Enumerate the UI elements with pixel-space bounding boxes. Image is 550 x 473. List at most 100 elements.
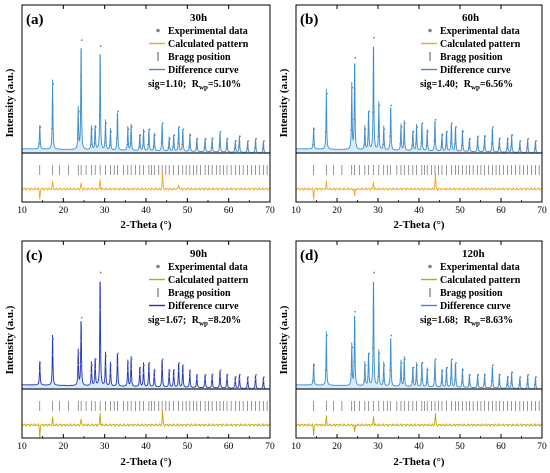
experimental-point	[80, 75, 83, 78]
x-tick-label: 10	[17, 206, 27, 216]
x-tick-label: 20	[59, 206, 69, 216]
plot-area	[296, 36, 542, 200]
experimental-point	[371, 111, 374, 114]
experimental-point	[518, 144, 521, 146]
experimental-point	[178, 125, 181, 128]
experimental-point	[440, 145, 443, 148]
experimental-point	[142, 144, 144, 147]
fit-rwp-value: =6.56%	[480, 79, 513, 90]
fit-sig: sig=1.10;	[148, 79, 189, 90]
experimental-point	[130, 358, 133, 361]
experimental-point	[441, 376, 443, 378]
experimental-point	[377, 135, 380, 138]
experimental-point	[363, 379, 366, 382]
experimental-point	[98, 346, 101, 349]
experimental-point	[138, 140, 141, 142]
experimental-point	[324, 131, 327, 133]
legend-entry: Calculated pattern	[440, 39, 521, 50]
experimental-point	[117, 352, 119, 355]
experimental-point	[204, 373, 207, 376]
experimental-point	[138, 380, 141, 383]
experimental-point	[389, 135, 392, 138]
experimental-point	[490, 379, 493, 382]
experimental-point	[411, 137, 414, 140]
experimental-point	[77, 352, 80, 355]
legend: 120h Experimental data Calculated pattern B…	[421, 248, 521, 312]
experimental-point	[420, 141, 423, 144]
experimental-point	[434, 358, 437, 361]
x-tick-label: 40	[141, 206, 151, 216]
experimental-point	[226, 142, 228, 145]
experimental-point	[506, 142, 509, 145]
experimental-point	[497, 147, 500, 149]
experimental-point	[218, 144, 221, 147]
calculated-pattern-line	[296, 281, 542, 390]
experimental-point	[152, 145, 155, 148]
experimental-point	[353, 335, 356, 338]
x-tick-label: 70	[537, 206, 547, 216]
experimental-point	[105, 122, 107, 125]
experimental-point	[168, 376, 171, 378]
experimental-point	[499, 373, 501, 376]
experimental-point	[450, 132, 453, 134]
experimental-point	[211, 378, 214, 381]
experimental-point	[147, 136, 150, 138]
experimental-point	[147, 378, 150, 381]
experimental-point	[80, 339, 83, 342]
legend-marker-experimental	[428, 28, 432, 33]
experimental-point	[247, 376, 250, 379]
experimental-point	[238, 140, 241, 143]
legend-entry: Experimental data	[440, 262, 520, 273]
experimental-point	[254, 142, 257, 145]
experimental-point	[142, 379, 144, 382]
experimental-point	[168, 137, 171, 140]
experimental-point	[420, 378, 423, 381]
experimental-point	[130, 125, 133, 128]
experimental-point	[225, 383, 228, 385]
experimental-point	[350, 129, 353, 131]
experimental-point	[469, 137, 471, 140]
experimental-point	[378, 352, 381, 355]
experimental-point	[449, 377, 452, 380]
x-tick-label: 70	[265, 442, 275, 452]
experimental-point	[455, 361, 457, 364]
experimental-point	[353, 87, 356, 90]
experimental-point	[38, 378, 41, 381]
experimental-point	[196, 137, 199, 140]
experimental-point	[142, 137, 145, 140]
experimental-point	[181, 372, 184, 374]
experimental-point	[203, 383, 206, 385]
fit-rwp-sub: wp	[471, 84, 480, 92]
experimental-point	[312, 379, 314, 382]
experimental-point	[238, 378, 241, 381]
experimental-point	[351, 86, 354, 89]
experimental-point	[188, 376, 191, 378]
experimental-point	[507, 376, 510, 379]
legend: 30h Experimental data Calculated pattern Br…	[149, 12, 249, 76]
experimental-point	[363, 136, 366, 138]
experimental-point	[218, 381, 221, 384]
experimental-point	[451, 358, 453, 361]
fit-rwp-sub: wp	[199, 320, 208, 328]
experimental-point	[177, 370, 180, 373]
experimental-point	[161, 132, 164, 134]
x-tick-label: 20	[59, 442, 69, 452]
experimental-point	[412, 366, 415, 369]
experimental-point	[441, 134, 444, 137]
experimental-point	[477, 135, 480, 138]
experimental-point	[153, 376, 156, 378]
legend-entry: Bragg position	[168, 52, 231, 63]
experimental-point	[426, 137, 429, 140]
experimental-point	[462, 369, 464, 371]
experimental-point	[467, 147, 470, 149]
experimental-point	[89, 379, 92, 382]
experimental-point	[130, 134, 133, 137]
experimental-point	[449, 141, 452, 144]
fit-rwp-sub: wp	[199, 84, 208, 92]
experimental-point	[188, 140, 191, 142]
experimental-point	[534, 144, 537, 146]
experimental-point	[534, 380, 537, 382]
experimental-point	[454, 134, 457, 137]
difference-curve-line	[296, 412, 542, 436]
experimental-point	[312, 143, 314, 146]
